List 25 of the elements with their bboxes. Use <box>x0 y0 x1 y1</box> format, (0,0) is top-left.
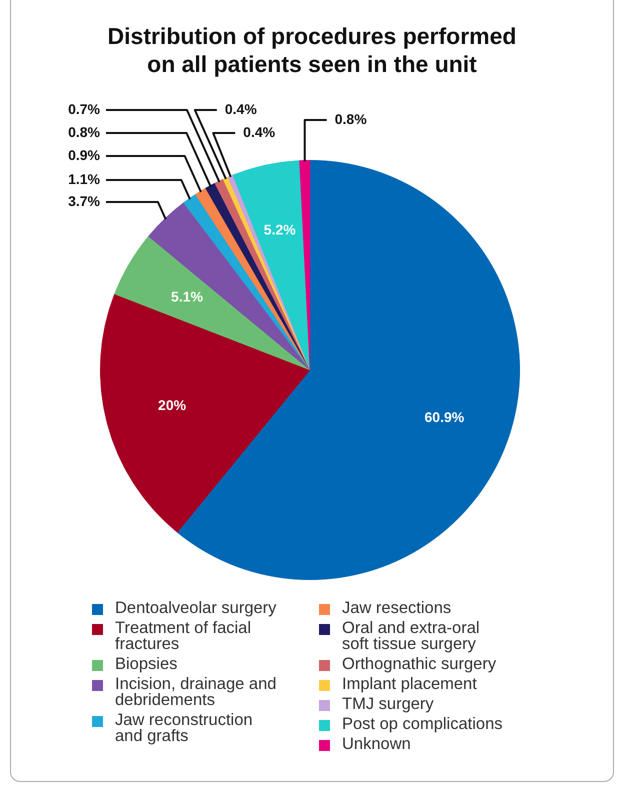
legend-label: Biopsies <box>115 655 178 673</box>
data-label: 3.7% <box>68 192 101 209</box>
legend-label: Post op complications <box>342 715 504 733</box>
legend-label: Oral and extra-oral soft tissue surgery <box>342 619 481 653</box>
data-label: 1.1% <box>68 170 101 187</box>
data-label: 20% <box>158 397 187 414</box>
data-label: 5.1% <box>171 288 204 305</box>
data-label: 5.2% <box>264 221 296 238</box>
legend-label: TMJ surgery <box>342 695 435 713</box>
legend-label: Orthognathic surgery <box>342 655 498 673</box>
legend-label: Dentoalveolar surgery <box>115 599 278 617</box>
data-label: 0.9% <box>68 146 101 163</box>
data-label: 0.8% <box>68 124 101 140</box>
legend-label: Treatment of facial fractures <box>115 619 252 653</box>
chart-title: Distribution of procedures performed on all patients seen in the unit <box>106 22 518 78</box>
data-label: 0.4% <box>224 100 258 117</box>
data-label: 0.8% <box>334 110 368 127</box>
legend-label: Jaw reconstruction and grafts <box>115 711 254 745</box>
data-label: 60.9% <box>424 408 465 425</box>
data-label: 0.4% <box>243 124 276 140</box>
data-label: 0.7% <box>68 100 101 117</box>
legend-label: Unknown <box>342 735 412 753</box>
legend-label: Implant placement <box>342 675 478 693</box>
legend-label: Incision, drainage and debridements <box>115 675 278 709</box>
legend-label: Jaw resections <box>342 599 452 617</box>
